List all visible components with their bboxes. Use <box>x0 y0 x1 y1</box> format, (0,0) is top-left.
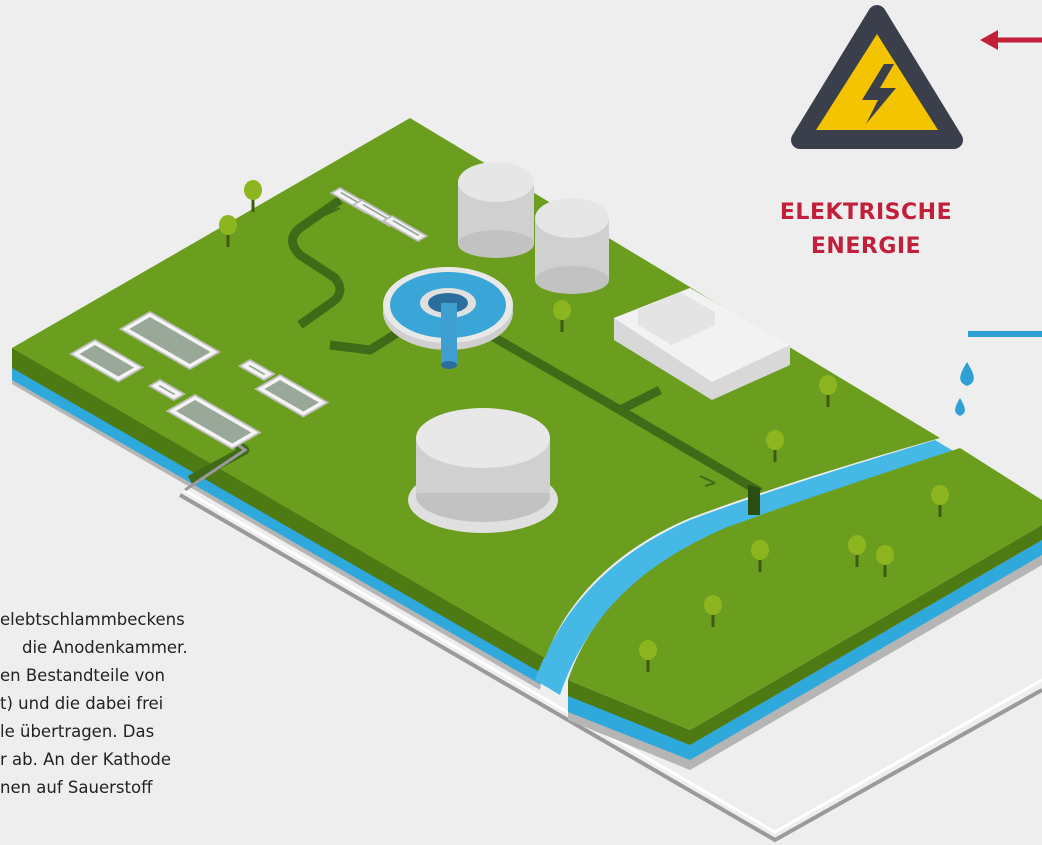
tank <box>535 198 609 294</box>
tree-crown <box>244 180 262 200</box>
tree-crown <box>931 485 949 505</box>
tree-crown <box>553 300 571 320</box>
tree-crown <box>766 430 784 450</box>
body-text: r ab. An der Kathode <box>0 750 171 769</box>
body-text: nen auf Sauerstoff <box>0 778 153 797</box>
tree-crown <box>219 215 237 235</box>
body-text: die Anodenkammer. <box>22 638 188 657</box>
body-text: t) und die dabei frei <box>0 694 163 713</box>
body-text: en Bestandteile von <box>0 666 165 685</box>
tree-crown <box>751 540 769 560</box>
illustration: ELEKTRISCHE ENERGIE elebtschlammbeckens … <box>0 0 1042 845</box>
energy-label: ELEKTRISCHE <box>780 200 952 225</box>
tree-crown <box>876 545 894 565</box>
body-text: le übertragen. Das <box>0 722 154 741</box>
tree-crown <box>639 640 657 660</box>
water-pipe <box>968 331 1042 337</box>
body-text: elebtschlammbeckens <box>0 610 185 629</box>
tank <box>408 408 558 533</box>
outlet <box>748 485 760 515</box>
tree-crown <box>819 375 837 395</box>
tree-crown <box>704 595 722 615</box>
energy-label: ENERGIE <box>811 234 921 259</box>
tank <box>458 162 534 258</box>
tree-crown <box>848 535 866 555</box>
